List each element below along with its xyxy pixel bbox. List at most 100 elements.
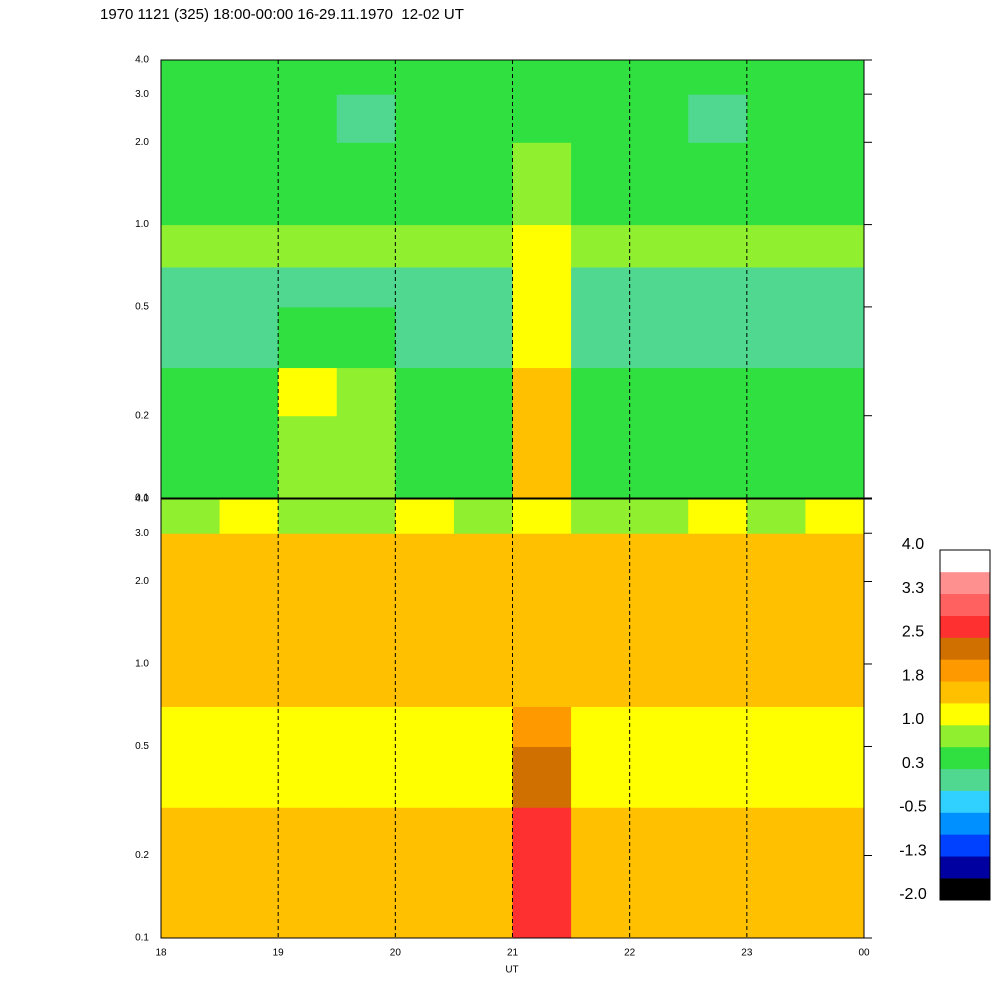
heatmap-cell	[571, 533, 631, 582]
heatmap-cell	[805, 415, 865, 499]
heatmap-cell	[278, 415, 338, 499]
y-tick-label: 0.1	[135, 933, 149, 944]
heatmap-cell	[336, 706, 396, 747]
y-tick-label: 0.1	[135, 493, 149, 504]
heatmap-cell	[629, 306, 689, 369]
heatmap-cell	[805, 94, 865, 143]
heatmap-cell	[571, 807, 631, 857]
colorbar-tick-label: 0.3	[902, 755, 924, 772]
heatmap-cell	[453, 706, 513, 747]
heatmap-cell	[629, 706, 689, 747]
heatmap-cell	[395, 663, 455, 707]
heatmap-cell	[746, 663, 806, 707]
heatmap-cell	[629, 367, 689, 417]
heatmap-cell	[688, 224, 748, 268]
heatmap-cell	[746, 224, 806, 268]
colorbar-band	[940, 550, 990, 573]
heatmap-cell	[395, 807, 455, 857]
heatmap-cell	[688, 807, 748, 857]
heatmap-cell	[161, 367, 221, 417]
heatmap-cell	[161, 807, 221, 857]
heatmap-cell	[278, 266, 338, 308]
y-tick-label: 1.0	[135, 659, 149, 670]
heatmap-cell	[512, 266, 572, 308]
heatmap-cell	[688, 746, 748, 808]
heatmap-cell	[453, 663, 513, 707]
x-tick-label: 20	[390, 948, 402, 959]
heatmap-cell	[571, 499, 631, 534]
heatmap-cell	[278, 807, 338, 857]
x-tick-label: 22	[624, 948, 636, 959]
x-axis-label: UT	[505, 965, 518, 976]
heatmap-cell	[161, 415, 221, 499]
heatmap-cell	[688, 415, 748, 499]
heatmap-cell	[571, 94, 631, 143]
heatmap-cell	[336, 533, 396, 582]
heatmap-cell	[219, 746, 279, 808]
heatmap-cell	[571, 60, 631, 95]
heatmap-cell	[395, 224, 455, 268]
heatmap-cell	[453, 94, 513, 143]
y-tick-label: 3.0	[135, 528, 149, 539]
heatmap-cell	[629, 415, 689, 499]
heatmap-cell	[629, 663, 689, 707]
heatmap-cell	[278, 499, 338, 534]
heatmap-cell	[688, 706, 748, 747]
heatmap-cell	[805, 306, 865, 369]
heatmap-cell	[746, 533, 806, 582]
heatmap-cell	[688, 855, 748, 939]
heatmap-cell	[219, 266, 279, 308]
heatmap-cell	[219, 855, 279, 939]
heatmap-cell	[512, 142, 572, 226]
heatmap-cell	[688, 60, 748, 95]
heatmap-cell	[395, 142, 455, 226]
heatmap-cell	[805, 266, 865, 308]
heatmap-cell	[688, 142, 748, 226]
colorbar-tick-label: 1.8	[902, 667, 924, 684]
heatmap-cell	[453, 266, 513, 308]
panel-frame	[160, 498, 865, 939]
heatmap-cell	[278, 706, 338, 747]
heatmap-cell	[688, 499, 748, 534]
heatmap-cell	[512, 746, 572, 808]
heatmap-cell	[453, 224, 513, 268]
heatmap-cell	[453, 855, 513, 939]
x-tick-label: 23	[741, 948, 753, 959]
heatmap-cell	[805, 581, 865, 665]
heatmap-cell	[805, 367, 865, 417]
heatmap-cell	[453, 306, 513, 369]
x-tick-label: 18	[155, 948, 167, 959]
heatmap-cell	[629, 224, 689, 268]
heatmap-cell	[219, 60, 279, 95]
heatmap-cell	[161, 142, 221, 226]
heatmap-cell	[336, 807, 396, 857]
heatmap-cell	[571, 746, 631, 808]
heatmap-cell	[746, 706, 806, 747]
heatmap-cell	[688, 367, 748, 417]
heatmap-cell	[512, 663, 572, 707]
heatmap-cell	[805, 807, 865, 857]
heatmap-cell	[161, 581, 221, 665]
heatmap-cell	[395, 415, 455, 499]
heatmap-cell	[512, 581, 572, 665]
heatmap-cell	[219, 94, 279, 143]
heatmap-cell	[453, 142, 513, 226]
heatmap-cell	[512, 367, 572, 417]
heatmap-cell	[278, 367, 338, 417]
heatmap-cell	[746, 94, 806, 143]
y-tick-label: 3.0	[135, 89, 149, 100]
heatmap-cell	[336, 266, 396, 308]
colorbar-band	[940, 812, 990, 835]
colorbar-band	[940, 615, 990, 638]
heatmap-cell	[629, 855, 689, 939]
colorbar-band	[940, 834, 990, 857]
colorbar-tick-label: 3.3	[902, 580, 924, 597]
colorbar-band	[940, 878, 990, 901]
heatmap-cell	[453, 807, 513, 857]
x-tick-label: 21	[507, 948, 519, 959]
heatmap-cell	[395, 706, 455, 747]
heatmap-cell	[571, 581, 631, 665]
heatmap-cell	[219, 224, 279, 268]
